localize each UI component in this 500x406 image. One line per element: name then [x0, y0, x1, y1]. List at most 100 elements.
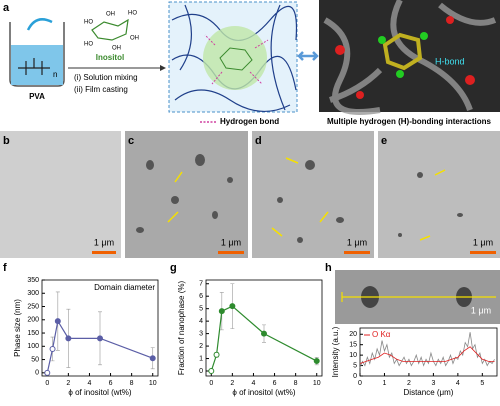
- scale-label: 1 μm: [471, 305, 491, 315]
- x-axis-label: Distance (μm): [404, 388, 454, 397]
- series-line: [46, 319, 153, 373]
- micrograph: [0, 131, 121, 258]
- scale-label: 1 μm: [94, 237, 114, 247]
- y-tick-label: 2: [199, 343, 203, 350]
- x-tick-label: 2: [66, 380, 70, 387]
- atom: [396, 70, 404, 78]
- x-tick-label: 3: [431, 380, 435, 387]
- plot-frame: [41, 279, 159, 377]
- x-tick-label: 8: [130, 380, 134, 387]
- x-tick-label: 2: [230, 380, 234, 387]
- atom: [446, 16, 454, 24]
- x-tick-label: 6: [109, 380, 113, 387]
- y-tick-label: 1: [199, 355, 203, 362]
- y-tick-label: 150: [27, 330, 39, 337]
- y-tick-label: 200: [27, 317, 39, 324]
- panel-label: g: [170, 262, 177, 274]
- marker: [229, 303, 236, 310]
- micrograph: [252, 131, 374, 258]
- y-tick-label: 0: [35, 370, 39, 377]
- step-label: (i) Solution mixing: [74, 73, 138, 82]
- y-tick-label: 0: [199, 368, 203, 375]
- x-tick-label: 0: [45, 380, 49, 387]
- hbond-label: H-bond: [435, 56, 465, 66]
- y-tick-label: 250: [27, 303, 39, 310]
- x-axis-label: ϕ of inositol (wt%): [68, 388, 132, 397]
- y-axis-label: Intensity (a.u.): [331, 326, 340, 377]
- y-tick-label: 15: [349, 342, 357, 349]
- y-tick-label: 10: [349, 352, 357, 359]
- x-tick-label: 0: [358, 380, 362, 387]
- panel-label: d: [255, 135, 262, 147]
- panel-label: f: [3, 262, 7, 274]
- legend-label: Hydrogen bond: [220, 117, 279, 126]
- marker: [65, 335, 72, 342]
- marker: [149, 355, 156, 362]
- atom: [356, 91, 364, 99]
- marker: [261, 330, 267, 337]
- x-tick-label: 2: [407, 380, 411, 387]
- marker: [213, 351, 220, 358]
- x-tick-label: 5: [480, 380, 484, 387]
- arrows: [167, 157, 446, 241]
- x-tick-label: 4: [252, 380, 256, 387]
- x-tick-label: 10: [313, 380, 321, 387]
- group-label: HO: [84, 42, 93, 48]
- annotation: Domain diameter: [94, 283, 155, 292]
- panel-label: h: [325, 262, 332, 274]
- solution: [11, 45, 63, 85]
- y-tick-label: 5: [199, 306, 203, 313]
- repeat-unit: n: [53, 70, 57, 79]
- atom: [335, 45, 345, 55]
- step-label: (ii) Film casting: [74, 85, 128, 94]
- group-label: HO: [84, 20, 93, 26]
- plot-frame: [359, 327, 498, 377]
- x-tick-label: 6: [273, 380, 277, 387]
- x-tick-label: 0: [209, 380, 213, 387]
- plot-frame: [205, 279, 323, 377]
- marker: [97, 335, 103, 342]
- y-tick-label: 350: [27, 277, 39, 284]
- arrow-head: [160, 65, 166, 71]
- y-tick-label: 300: [27, 290, 39, 297]
- marker: [49, 345, 56, 352]
- inositol-ring: [91, 18, 129, 41]
- beaker: [9, 22, 65, 87]
- atom: [465, 75, 475, 85]
- marker: [54, 318, 61, 325]
- micrograph: [125, 131, 248, 258]
- caption: Multiple hydrogen (H)-bonding interactio…: [327, 117, 492, 126]
- group-label: OH: [130, 36, 139, 42]
- legend-label: O Kα: [372, 330, 391, 339]
- inositol-halo: [203, 26, 267, 90]
- y-tick-label: 7: [199, 281, 203, 288]
- marker: [218, 308, 225, 315]
- y-tick-label: 50: [31, 356, 39, 363]
- scale-label: 1 μm: [347, 237, 367, 247]
- inositol-ring: [219, 47, 253, 71]
- md-inositol: [382, 32, 423, 71]
- micrograph: [378, 131, 500, 258]
- y-tick-label: 5: [353, 362, 357, 369]
- series-line: [359, 346, 495, 364]
- x-tick-label: 1: [383, 380, 387, 387]
- atom: [420, 32, 428, 40]
- double-arrow: [297, 51, 319, 61]
- marker: [313, 358, 320, 365]
- hbond-lines: [204, 34, 269, 85]
- y-axis-label: Fraction of nanophase (%): [177, 281, 186, 376]
- x-tick-label: 8: [294, 380, 298, 387]
- group-label: HO: [128, 11, 137, 17]
- panel-label: a: [3, 2, 10, 14]
- pva-structure: [18, 58, 50, 75]
- panel-label: e: [381, 135, 387, 147]
- scale-label: 1 μm: [221, 237, 241, 247]
- y-tick-label: 100: [27, 343, 39, 350]
- y-tick-label: 6: [199, 293, 203, 300]
- panel-label: b: [3, 135, 10, 147]
- inositol-label: Inositol: [96, 53, 124, 62]
- scale-label: 1 μm: [473, 237, 493, 247]
- group-label: OH: [106, 12, 115, 18]
- y-tick-label: 3: [199, 330, 203, 337]
- y-tick-label: 0: [353, 373, 357, 380]
